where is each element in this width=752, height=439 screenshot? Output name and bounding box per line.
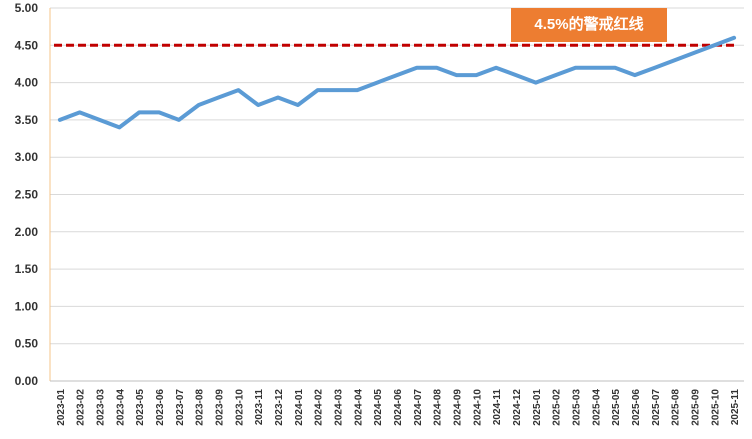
y-tick-label: 3.50 <box>15 113 39 127</box>
x-tick-label: 2023-07 <box>175 389 186 426</box>
x-tick-label: 2025-11 <box>730 389 741 426</box>
data-point <box>613 66 617 70</box>
x-tick-label: 2025-06 <box>631 389 642 426</box>
data-point <box>177 118 181 122</box>
x-tick-label: 2023-12 <box>274 389 285 426</box>
data-point <box>78 110 82 114</box>
data-point <box>117 125 121 129</box>
x-tick-label: 2023-08 <box>195 389 206 426</box>
y-tick-label: 2.50 <box>15 188 39 202</box>
data-point <box>98 118 102 122</box>
data-point <box>593 66 597 70</box>
x-tick-label: 2025-07 <box>651 389 662 426</box>
x-tick-label: 2025-02 <box>552 389 563 426</box>
data-point <box>573 66 577 70</box>
x-tick-label: 2024-05 <box>373 389 384 426</box>
gridlines <box>50 7 744 382</box>
x-tick-label: 2023-04 <box>115 389 126 426</box>
x-tick-label: 2025-10 <box>710 389 721 426</box>
x-tick-label: 2023-01 <box>56 389 67 426</box>
data-point <box>494 66 498 70</box>
y-tick-label: 4.50 <box>15 38 39 52</box>
data-point <box>712 43 716 47</box>
x-tick-label: 2024-08 <box>433 389 444 426</box>
data-point <box>454 73 458 77</box>
x-tick-label: 2024-07 <box>413 389 424 426</box>
y-tick-label: 0.50 <box>15 337 39 351</box>
y-tick-label: 3.00 <box>15 150 39 164</box>
x-tick-label: 2024-09 <box>452 389 463 426</box>
data-point <box>554 73 558 77</box>
data-point <box>673 58 677 62</box>
x-tick-label: 2023-09 <box>215 389 226 426</box>
x-tick-label: 2024-03 <box>334 389 345 426</box>
x-tick-label: 2025-09 <box>690 389 701 426</box>
data-point <box>296 103 300 107</box>
y-tick-label: 5.00 <box>15 1 39 15</box>
data-point <box>217 96 221 100</box>
data-point <box>534 81 538 85</box>
y-tick-label: 0.00 <box>15 374 39 388</box>
x-tick-label: 2025-05 <box>611 389 622 426</box>
x-tick-label: 2024-02 <box>314 389 325 426</box>
x-tick-label: 2023-02 <box>76 389 87 426</box>
data-point <box>157 110 161 114</box>
data-point <box>58 118 62 122</box>
y-tick-label: 1.00 <box>15 299 39 313</box>
x-tick-label: 2025-01 <box>532 389 543 426</box>
x-tick-label: 2024-04 <box>353 389 364 426</box>
series-layer <box>57 35 737 130</box>
data-point <box>336 88 340 92</box>
data-point <box>276 96 280 100</box>
data-point <box>474 73 478 77</box>
y-axis-tick-labels: 0.00 0.50 1.00 1.50 2.00 2.50 3.00 3.50 4.00 4.50… <box>15 1 39 388</box>
warning-line-annotation: 4.5%的警戒红线 <box>511 8 667 42</box>
x-tick-label: 2023-03 <box>96 389 107 426</box>
x-axis-tick-labels: 2023-01 2023-02 2023-03 2023-04 2023-05 2023-… <box>56 389 741 426</box>
y-tick-label: 2.00 <box>15 225 39 239</box>
data-point <box>256 103 260 107</box>
data-point <box>355 88 359 92</box>
y-tick-label: 4.00 <box>15 76 39 90</box>
x-tick-label: 2023-06 <box>155 389 166 426</box>
data-point <box>653 66 657 70</box>
x-tick-label: 2024-12 <box>512 389 523 426</box>
y-tick-label: 1.50 <box>15 262 39 276</box>
data-point <box>236 88 240 92</box>
data-point <box>316 88 320 92</box>
x-tick-label: 2024-01 <box>294 389 305 426</box>
data-point <box>435 66 439 70</box>
x-tick-label: 2024-06 <box>393 389 404 426</box>
x-tick-label: 2023-10 <box>234 389 245 426</box>
data-point <box>514 73 518 77</box>
data-point <box>395 73 399 77</box>
x-tick-label: 2024-11 <box>492 389 503 426</box>
x-tick-label: 2023-11 <box>254 389 265 426</box>
data-point <box>633 73 637 77</box>
x-tick-label: 2025-08 <box>671 389 682 426</box>
data-point <box>692 51 696 55</box>
data-point <box>415 66 419 70</box>
data-point <box>197 103 201 107</box>
x-tick-label: 2025-04 <box>591 389 602 426</box>
data-point <box>375 81 379 85</box>
data-point <box>732 36 736 40</box>
x-tick-label: 2024-10 <box>472 389 483 426</box>
x-tick-label: 2025-03 <box>571 389 582 426</box>
data-point <box>137 110 141 114</box>
x-tick-label: 2023-05 <box>135 389 146 426</box>
